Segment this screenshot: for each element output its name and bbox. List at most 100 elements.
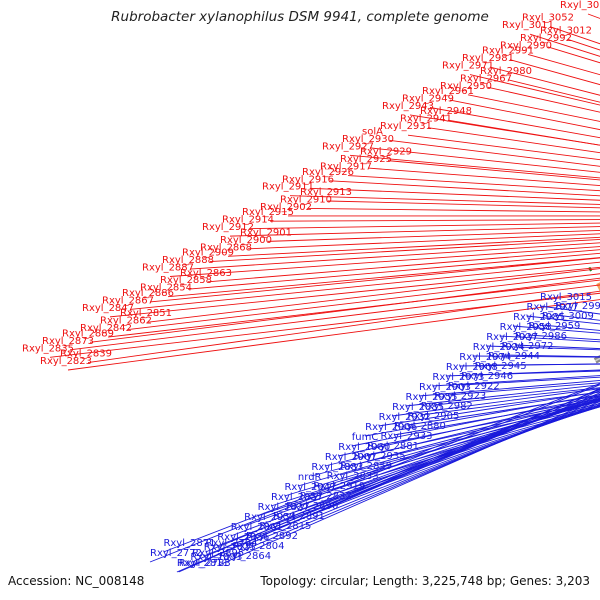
reverse-gene-label: Rxyl_2907 bbox=[325, 452, 377, 463]
reverse-gene-label: Rxyl_2893 bbox=[190, 552, 242, 563]
reverse-gene-label: fumC bbox=[352, 432, 379, 443]
forward-leader-line bbox=[49, 292, 600, 358]
forward-leader-line bbox=[407, 134, 600, 161]
reverse-gene-label: Rxyl_2933 bbox=[380, 431, 432, 442]
forward-gene-label: Rxyl_2854 bbox=[140, 283, 192, 294]
reverse-leader-line bbox=[178, 388, 600, 573]
reverse-gene-label: Rxyl_2923 bbox=[434, 391, 486, 402]
forward-gene-label: Rxyl_2886 bbox=[122, 288, 174, 299]
forward-gene-label: Rxyl_2961 bbox=[422, 86, 474, 97]
reverse-gene-label: Rxyl_2924 bbox=[473, 342, 525, 353]
forward-leader-line bbox=[309, 187, 600, 201]
forward-gene-label: Rxyl_2948 bbox=[420, 106, 472, 117]
forward-gene-label: Rxyl_2980 bbox=[480, 66, 532, 77]
forward-leader-line bbox=[227, 236, 600, 257]
reverse-leader-line bbox=[191, 388, 600, 563]
forward-gene-label: Rxyl_2839 bbox=[60, 349, 112, 360]
forward-leader-line bbox=[367, 167, 600, 186]
forward-leader-line bbox=[249, 222, 600, 230]
forward-leader-line bbox=[169, 246, 600, 277]
reverse-gene-label: Rxyl_2947 bbox=[284, 482, 336, 493]
reverse-gene-label: Rxyl_2906 bbox=[365, 422, 417, 433]
reverse-gene-label: nrdR bbox=[298, 472, 322, 483]
forward-leader-line bbox=[127, 273, 600, 331]
reverse-gene-label: Rxyl_2973 bbox=[432, 372, 484, 383]
reverse-leader-line bbox=[311, 399, 600, 477]
map-title: Rubrobacter xylanophilus DSM 9941, compl… bbox=[111, 9, 489, 25]
reverse-gene-label: Rxyl_2932 bbox=[379, 412, 431, 423]
reverse-gene-label: Rxyl_2861 bbox=[231, 522, 283, 533]
reverse-gene-label: Rxyl_2804 bbox=[233, 541, 285, 552]
forward-gene-label: Rxyl_2901 bbox=[240, 227, 292, 238]
forward-leader-line bbox=[387, 160, 600, 181]
forward-gene-label: Rxyl_2913 bbox=[300, 187, 352, 198]
forward-gene-label: Rxyl_2914 bbox=[222, 215, 274, 226]
feature-block bbox=[596, 282, 600, 292]
forward-gene-label: Rxyl_3012 bbox=[540, 25, 592, 36]
reverse-gene-label: Rxyl_2895 bbox=[192, 548, 244, 559]
reverse-leader-line bbox=[447, 382, 600, 396]
forward-gene-label: Rxyl_2873 bbox=[42, 336, 94, 347]
reverse-leader-line bbox=[405, 384, 600, 407]
reverse-leader-line bbox=[297, 400, 600, 487]
reverse-gene-label: Rxyl_2954 bbox=[244, 512, 296, 523]
forward-leader-line bbox=[369, 147, 600, 173]
reverse-gene-label: Rxyl_2937 bbox=[486, 332, 538, 343]
forward-leader-line bbox=[107, 279, 600, 338]
forward-leader-line bbox=[307, 208, 600, 213]
reverse-gene-label: Rxyl_2892 bbox=[246, 531, 298, 542]
forward-gene-label: Rxyl_2900 bbox=[220, 235, 272, 246]
reverse-gene-label: Rxyl_2958 bbox=[500, 322, 552, 333]
forward-gene-label: Rxyl_2888 bbox=[162, 255, 214, 266]
reverse-gene-label: Rxyl_2825 bbox=[204, 542, 256, 553]
reverse-leader-line bbox=[434, 387, 600, 406]
forward-leader-line bbox=[207, 249, 600, 283]
reverse-gene-label: Rxyl_3015 bbox=[540, 292, 592, 303]
reverse-gene-label: Rxyl_2885 bbox=[392, 402, 444, 413]
reverse-leader-line bbox=[245, 401, 600, 546]
forward-gene-label: Rxyl_2847 bbox=[82, 303, 134, 314]
reverse-gene-label: Rxyl_2922 bbox=[448, 381, 500, 392]
reverse-gene-label: Rxyl_2960 bbox=[338, 442, 390, 453]
forward-gene-label: Rxyl_2943 bbox=[382, 101, 434, 112]
reverse-gene-label: Rxyl_2959 bbox=[528, 321, 580, 332]
forward-gene-label: Rxyl_2990 bbox=[500, 40, 552, 51]
forward-gene-label: Rxyl_2926 bbox=[302, 167, 354, 178]
forward-leader-line bbox=[389, 139, 600, 167]
forward-leader-line bbox=[267, 229, 600, 242]
reverse-gene-label: Rxyl_2857 bbox=[271, 492, 323, 503]
forward-gene-label: Rxyl_2929 bbox=[360, 147, 412, 158]
reverse-leader-line bbox=[205, 388, 600, 553]
forward-gene-label: Rxyl_2835 bbox=[22, 343, 74, 354]
reverse-gene-label: Rxyl_2794 bbox=[206, 538, 258, 549]
forward-leader-line bbox=[149, 257, 600, 303]
reverse-gene-label: Rxyl_2883 bbox=[311, 462, 363, 473]
forward-leader-line bbox=[289, 195, 600, 205]
reverse-leader-line bbox=[218, 397, 600, 566]
reverse-gene-label: Rxyl_2972 bbox=[501, 341, 553, 352]
reverse-leader-line bbox=[326, 406, 600, 486]
forward-leader-line bbox=[329, 180, 600, 197]
reverse-gene-label: Rxyl_2995 bbox=[555, 301, 600, 312]
reverse-leader-line bbox=[230, 396, 600, 537]
reverse-leader-line bbox=[324, 399, 600, 467]
reverse-gene-label: Rxyl_2974 bbox=[459, 352, 511, 363]
reverse-gene-label: Rxyl_2864 bbox=[219, 551, 271, 562]
forward-gene-label: Rxyl_2925 bbox=[340, 154, 392, 165]
forward-gene-label: Rxyl_2911 bbox=[262, 182, 314, 193]
reverse-gene-label: Rxyl_2946 bbox=[461, 371, 513, 382]
reverse-leader-line bbox=[366, 403, 600, 456]
forward-gene-label: Rxyl_2889 bbox=[62, 328, 114, 339]
forward-leader-line bbox=[189, 242, 600, 270]
forward-leader-line bbox=[327, 200, 600, 209]
forward-gene-label: Rxyl_3052 bbox=[522, 13, 574, 24]
forward-gene-label: Rxyl_2971 bbox=[442, 61, 494, 72]
forward-gene-label: Rxyl_2981 bbox=[462, 53, 514, 64]
forward-gene-label: Rxyl_2949 bbox=[402, 94, 454, 105]
reverse-gene-label: Rxyl_2945 bbox=[475, 361, 527, 372]
reverse-gene-label: Rxyl_2919 bbox=[313, 481, 365, 492]
forward-gene-label: Rxyl_2991 bbox=[482, 46, 534, 57]
forward-gene-label: Rxyl_2950 bbox=[440, 81, 492, 92]
forward-gene-label: Rxyl_2902 bbox=[260, 202, 312, 213]
